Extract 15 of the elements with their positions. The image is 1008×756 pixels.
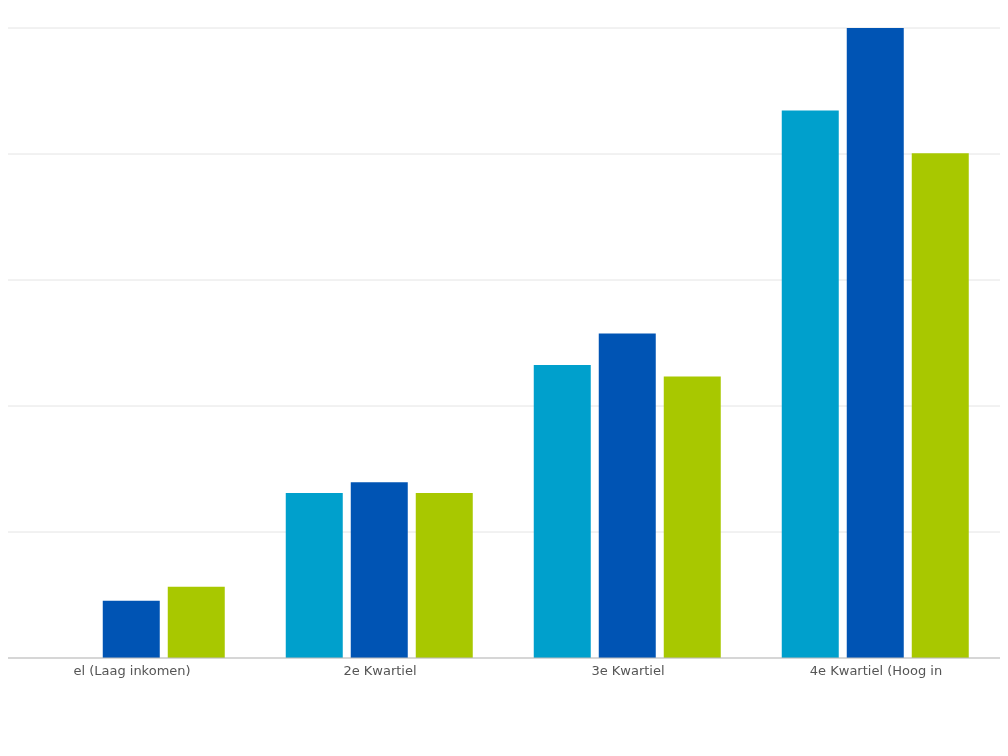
x-tick-label: 3e Kwartiel xyxy=(591,663,665,679)
bar xyxy=(350,482,408,658)
bar xyxy=(846,28,904,658)
x-tick-label: el (Laag inkomen) xyxy=(73,663,191,679)
x-tick-label: 4e Kwartiel (Hoog in xyxy=(809,663,943,679)
bar xyxy=(167,586,225,658)
bar xyxy=(663,376,721,658)
bar xyxy=(911,153,969,658)
bar xyxy=(415,492,473,658)
bar xyxy=(285,492,343,658)
bar xyxy=(781,110,839,658)
bar xyxy=(598,333,656,658)
x-tick-label: 2e Kwartiel xyxy=(343,663,417,679)
bar xyxy=(102,600,160,658)
bar xyxy=(533,365,591,658)
